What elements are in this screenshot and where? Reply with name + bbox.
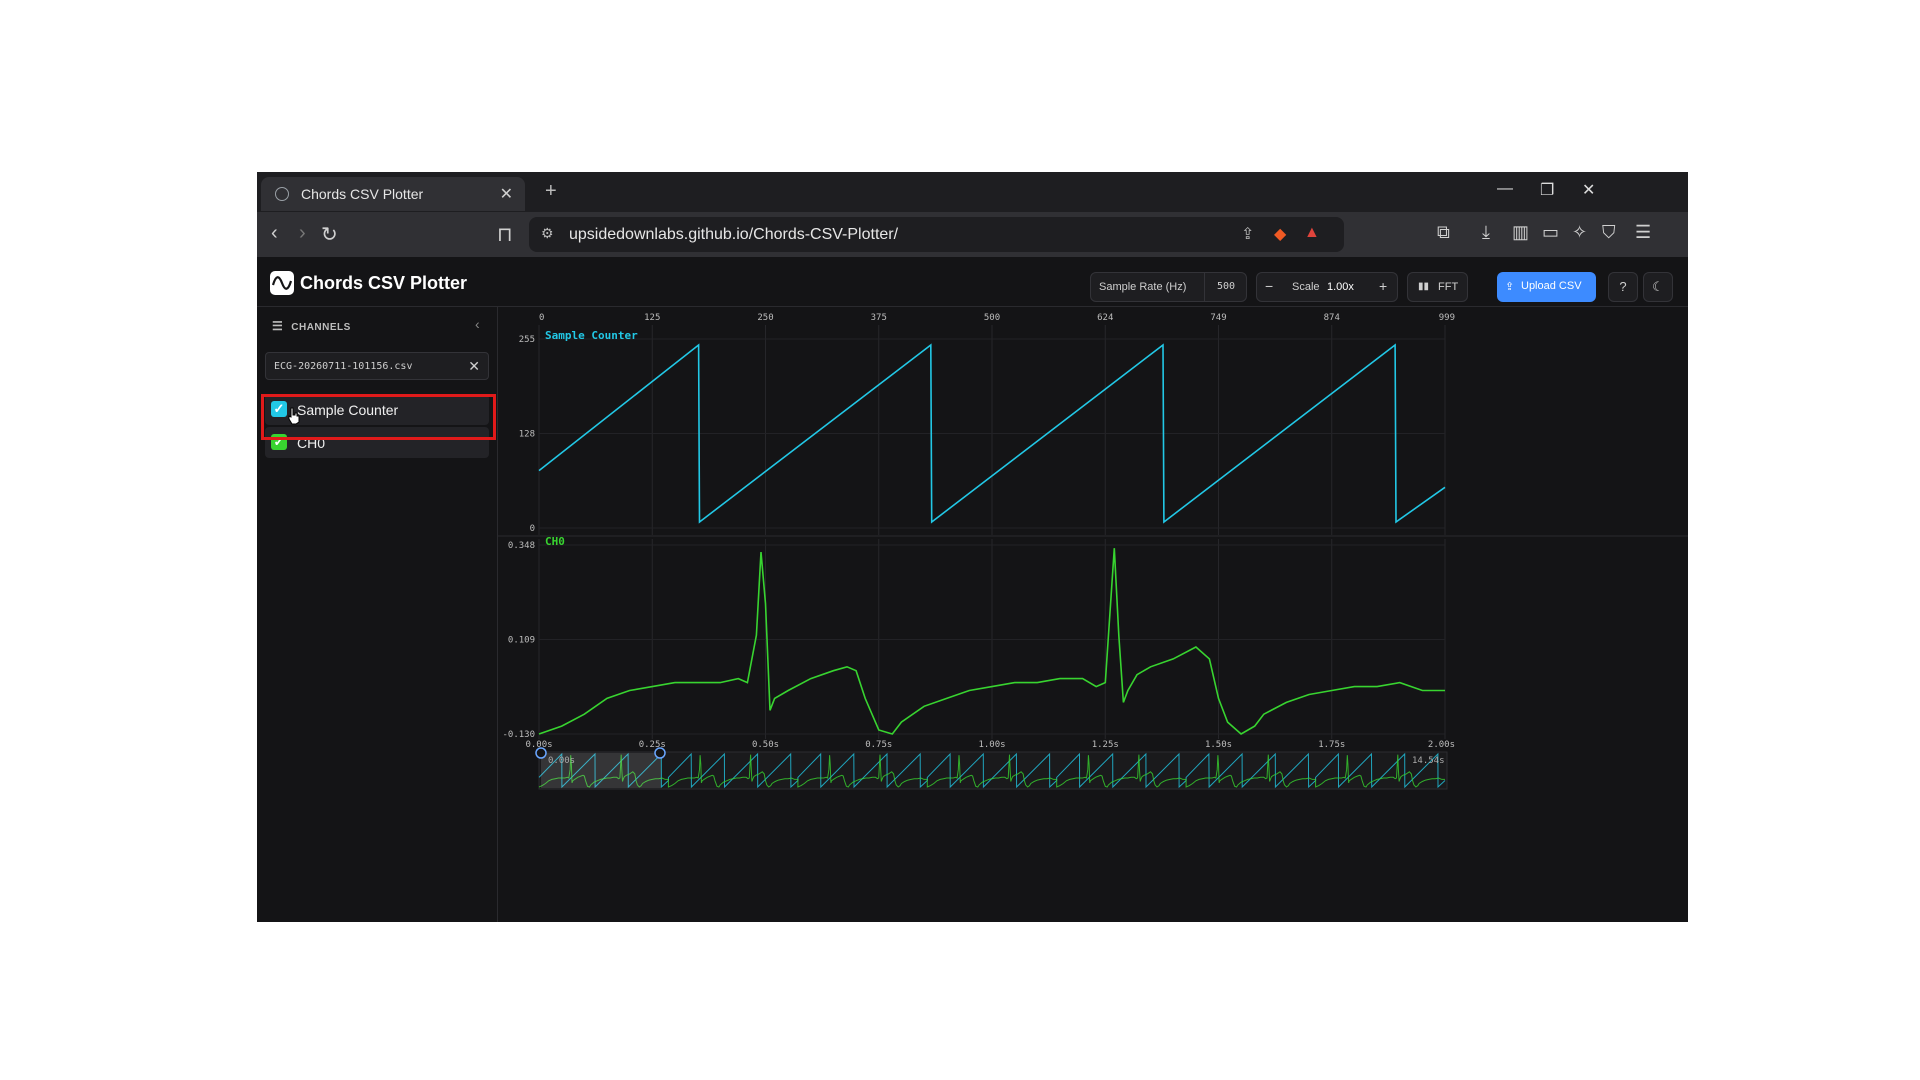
fft-label: FFT	[1438, 281, 1459, 293]
scale-control: − Scale 1.00x +	[1256, 272, 1398, 302]
scale-label: Scale	[1292, 281, 1320, 293]
x-tick-label: 874	[1324, 313, 1340, 323]
brave-shield-icon[interactable]: ◆	[1274, 226, 1287, 243]
plot-area: 0 125 250 375 500 624 749 874 999 0.00s 0.25s 0.50…	[498, 307, 1688, 922]
sidebar-toggle-icon[interactable]: ▥	[1512, 222, 1530, 242]
time-tick-label: 1.75s	[1318, 740, 1345, 750]
y-tick-label: 0.348	[508, 541, 535, 551]
scale-increase-button[interactable]: +	[1379, 278, 1388, 294]
theme-toggle-button[interactable]: ☾	[1643, 272, 1673, 302]
vpn-icon[interactable]: ⛉	[1602, 222, 1616, 242]
channels-heading: ☰ CHANNELS	[272, 319, 351, 333]
scale-value: 1.00x	[1327, 281, 1354, 293]
list-icon: ☰	[272, 319, 284, 333]
browser-window: Chords CSV Plotter ✕ + — ❐ ✕ ‹ › ↻ ⊓ ⚙ u…	[257, 172, 1688, 922]
navigator-end: 14.54s	[1412, 756, 1445, 766]
x-tick-label: 0	[539, 313, 544, 323]
y-tick-label: 128	[519, 430, 535, 440]
minimize-icon[interactable]: —	[1497, 180, 1513, 197]
x-tick-label: 250	[757, 313, 773, 323]
time-tick-label: 1.50s	[1205, 740, 1232, 750]
tab-title: Chords CSV Plotter	[301, 186, 424, 202]
x-tick-label: 749	[1210, 313, 1226, 323]
time-tick-label: 0.25s	[639, 740, 666, 750]
time-tick-label: 1.00s	[978, 740, 1005, 750]
bookmark-icon[interactable]: ⊓	[497, 224, 513, 246]
upload-csv-button[interactable]: ⇪ Upload CSV	[1497, 272, 1596, 302]
navigator-start: 0.00s	[548, 756, 575, 766]
plot-title-sample-counter: Sample Counter	[545, 329, 638, 342]
x-tick-label: 624	[1097, 313, 1113, 323]
download-icon[interactable]: ⤓	[1482, 222, 1490, 242]
y-tick-label: -0.130	[502, 730, 535, 740]
globe-icon	[275, 187, 289, 201]
plot-svg[interactable]: 0 125 250 375 500 624 749 874 999 0.00s 0.25s 0.50…	[498, 307, 1688, 922]
restore-icon[interactable]: ❐	[1540, 182, 1555, 199]
x-tick-label: 500	[984, 313, 1000, 323]
tab-bar: Chords CSV Plotter ✕ + — ❐ ✕	[257, 172, 1688, 212]
app-logo-icon	[270, 271, 294, 295]
channel-label: Sample Counter	[297, 402, 399, 418]
upload-icon: ⇪	[1505, 281, 1515, 293]
plot-title-ch0: CH0	[545, 535, 565, 548]
wallet-icon[interactable]: ▭	[1542, 222, 1560, 242]
file-name: ECG-20260711-101156.csv	[274, 361, 413, 372]
app-title: Chords CSV Plotter	[300, 273, 468, 293]
time-tick-label: 2.00s	[1428, 740, 1455, 750]
x-tick-label: 999	[1439, 313, 1455, 323]
scale-decrease-button[interactable]: −	[1265, 278, 1274, 294]
x-tick-label: 375	[871, 313, 887, 323]
sample-rate-label: Sample Rate (Hz)	[1099, 281, 1187, 293]
time-tick-label: 0.50s	[752, 740, 779, 750]
help-button[interactable]: ?	[1608, 272, 1638, 302]
upload-label: Upload CSV	[1521, 280, 1582, 292]
y-tick-label: 0.109	[508, 636, 535, 646]
new-tab-button[interactable]: +	[545, 180, 557, 202]
channel-item-sample-counter[interactable]: ✓ Sample Counter	[265, 394, 489, 425]
time-tick-label: 0.75s	[865, 740, 892, 750]
leo-ai-icon[interactable]: ✧	[1572, 222, 1588, 242]
remove-file-icon[interactable]: ✕	[468, 358, 480, 374]
moon-icon: ☾	[1652, 279, 1664, 294]
fft-button[interactable]: ▮▮ FFT	[1407, 272, 1468, 302]
navigator-handle-left[interactable]	[535, 747, 547, 759]
checkbox-sample-counter[interactable]: ✓	[271, 401, 287, 417]
y-tick-label: 255	[519, 335, 535, 345]
y-tick-label: 0	[530, 524, 535, 534]
reload-icon[interactable]: ↻	[321, 224, 338, 246]
channels-sidebar: ☰ CHANNELS ‹ ECG-20260711-101156.csv ✕ ✓ …	[257, 307, 498, 922]
app-content: Chords CSV Plotter Sample Rate (Hz) 500 …	[257, 257, 1688, 922]
highlight-box	[261, 394, 496, 440]
file-chip: ECG-20260711-101156.csv ✕	[265, 352, 489, 380]
close-tab-icon[interactable]: ✕	[499, 186, 513, 203]
x-tick-label: 125	[644, 313, 660, 323]
series-line-sample-counter	[538, 343, 1446, 524]
close-window-icon[interactable]: ✕	[1582, 182, 1596, 199]
browser-tab[interactable]: Chords CSV Plotter ✕	[261, 177, 525, 211]
app-header: Chords CSV Plotter Sample Rate (Hz) 500 …	[257, 257, 1688, 307]
url-text: upsidedownlabs.github.io/Chords-CSV-Plot…	[569, 226, 899, 243]
site-settings-icon[interactable]: ⚙	[541, 225, 554, 241]
navigation-bar: ‹ › ↻ ⊓ ⚙ upsidedownlabs.github.io/Chord…	[257, 212, 1688, 257]
sample-rate-control: Sample Rate (Hz) 500	[1090, 272, 1247, 302]
screenshot-icon[interactable]: ⧉	[1437, 222, 1450, 242]
time-tick-label: 0.00s	[525, 740, 552, 750]
back-icon[interactable]: ‹	[271, 222, 278, 244]
time-navigator[interactable]: 0.00s 14.54s	[535, 747, 1448, 790]
sample-rate-input[interactable]: 500	[1217, 281, 1236, 292]
brave-rewards-icon[interactable]: ▲	[1304, 224, 1320, 241]
series-line-ch0	[538, 548, 1445, 735]
share-icon[interactable]: ⇪	[1241, 226, 1255, 243]
navigator-selection[interactable]	[541, 753, 661, 788]
time-tick-label: 1.25s	[1092, 740, 1119, 750]
menu-icon[interactable]: ☰	[1635, 222, 1652, 242]
hand-cursor-icon	[288, 407, 300, 425]
address-bar[interactable]: ⚙ upsidedownlabs.github.io/Chords-CSV-Pl…	[529, 217, 1344, 252]
bar-chart-icon: ▮▮	[1418, 281, 1430, 292]
forward-icon[interactable]: ›	[299, 222, 306, 244]
navigator-handle-right[interactable]	[654, 747, 666, 759]
collapse-sidebar-icon[interactable]: ‹	[475, 316, 480, 332]
